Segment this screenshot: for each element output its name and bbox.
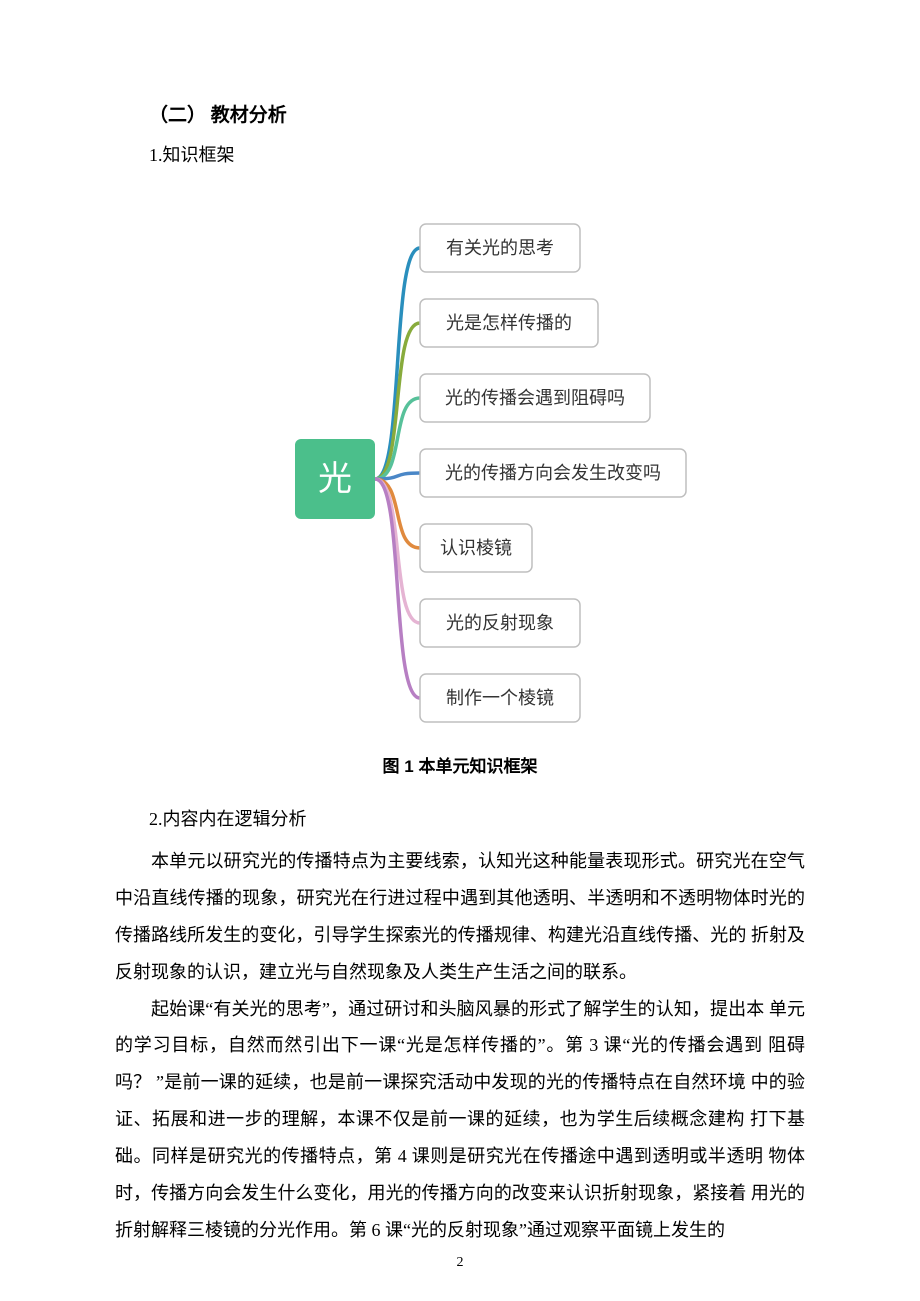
leaf-label: 光的传播会遇到阻碍吗 [445, 388, 625, 408]
paragraph: 起始课“有关光的思考”，通过研讨和头脑风暴的形式了解学生的认知，提出本 单元的学… [115, 991, 805, 1249]
leaf-label: 有关光的思考 [446, 238, 554, 258]
leaf-label: 光的反射现象 [446, 613, 554, 633]
root-label: 光 [318, 460, 352, 498]
leaf-label: 制作一个棱镜 [446, 688, 554, 708]
subsection-2: 2.内容内在逻辑分析 [149, 805, 805, 831]
figure-caption: 图 1 本单元知识框架 [115, 752, 805, 777]
leaf-label: 光是怎样传播的 [446, 313, 572, 333]
paragraph: 本单元以研究光的传播特点为主要线索，认知光这种能量表现形式。研究光在空气中沿直线… [115, 843, 805, 991]
page-number: 2 [0, 1255, 920, 1271]
tree-svg: 光 有关光的思考光是怎样传播的光的传播会遇到阻碍吗光的传播方向会发生改变吗认识棱镜… [225, 179, 695, 734]
leaf-label: 认识棱镜 [440, 538, 512, 558]
section-heading: （二） 教材分析 [149, 100, 805, 127]
knowledge-tree-diagram: 光 有关光的思考光是怎样传播的光的传播会遇到阻碍吗光的传播方向会发生改变吗认识棱镜… [225, 179, 695, 734]
leaf-label: 光的传播方向会发生改变吗 [445, 463, 661, 483]
document-page: （二） 教材分析 1.知识框架 光 有关光的思考光是怎样传播的光的传播会遇到阻碍吗… [0, 0, 920, 1301]
subsection-1: 1.知识框架 [149, 141, 805, 167]
body-text: 本单元以研究光的传播特点为主要线索，认知光这种能量表现形式。研究光在空气中沿直线… [115, 843, 805, 1249]
